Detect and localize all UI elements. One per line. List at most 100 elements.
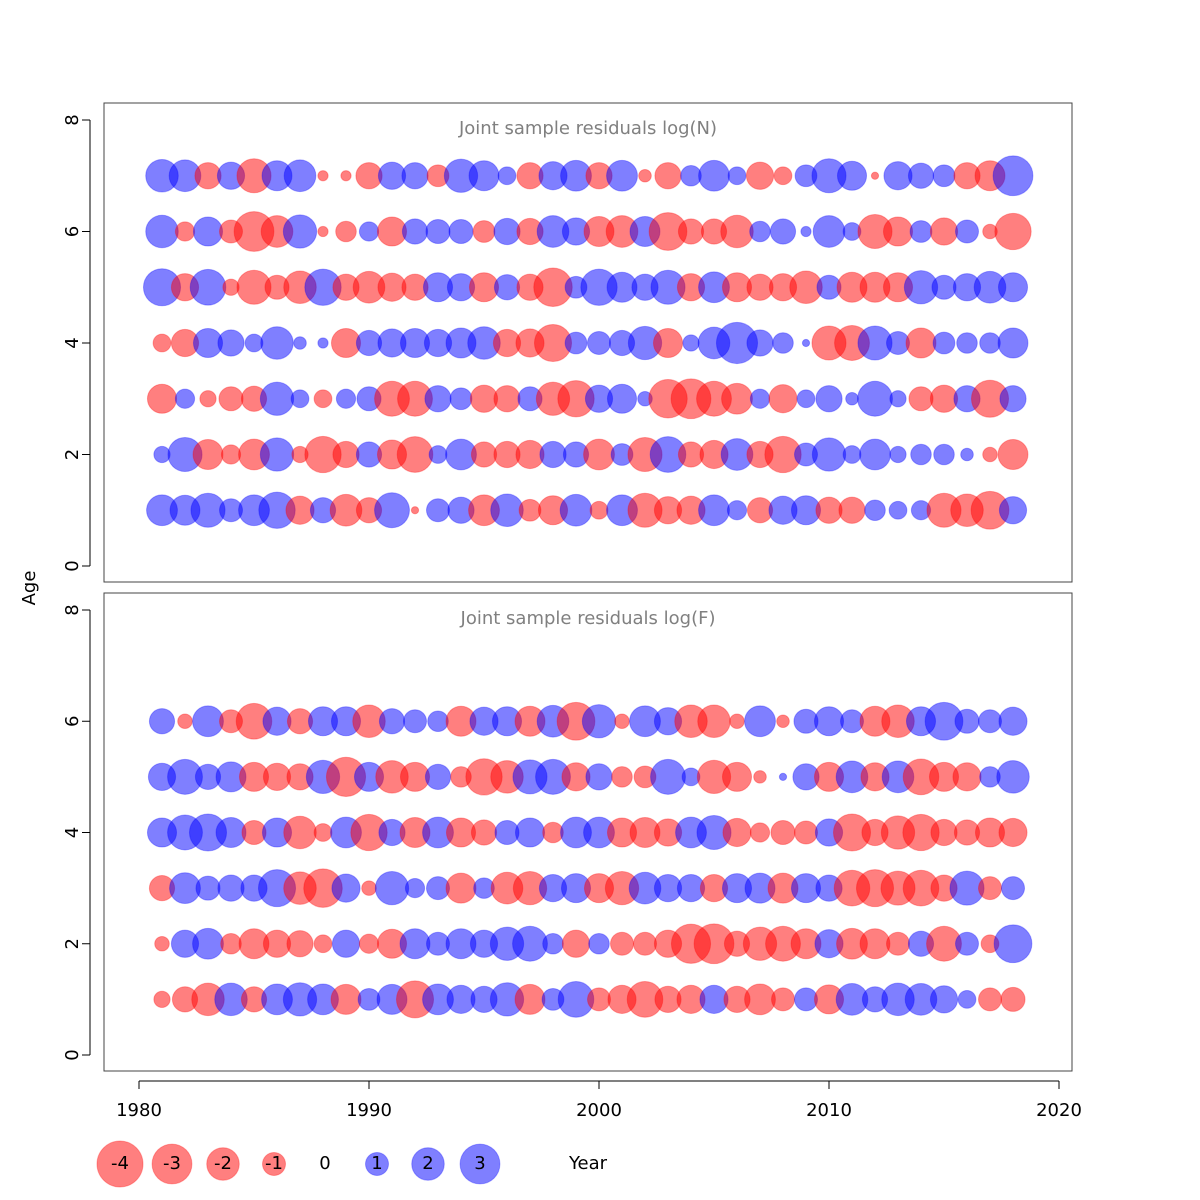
residual-bubble <box>587 331 611 355</box>
residual-bubble <box>889 445 907 464</box>
residual-bubble <box>957 989 977 1009</box>
residual-bubble <box>677 218 705 245</box>
residual-bubble <box>772 332 794 354</box>
residual-bubble <box>697 704 731 739</box>
residual-bubble <box>746 329 774 357</box>
residual-bubble <box>358 221 380 242</box>
residual-bubble <box>812 215 846 248</box>
residual-bubble <box>581 704 617 739</box>
residual-bubble <box>493 274 521 301</box>
residual-bubble <box>283 159 317 193</box>
residual-bubble <box>335 388 357 409</box>
legend-label: 0 <box>319 1153 330 1174</box>
residual-bubble <box>317 337 329 349</box>
residual-bubble <box>729 713 745 730</box>
residual-bubble <box>404 878 426 899</box>
residual-bubble <box>952 762 982 792</box>
residual-bubble <box>954 708 980 734</box>
residual-bubble <box>358 933 380 954</box>
residual-bubble <box>883 161 913 191</box>
residual-bubble <box>561 929 591 958</box>
residual-bubble <box>749 822 771 843</box>
residual-bubble <box>682 334 700 352</box>
residual-bubble <box>472 220 496 243</box>
residual-bubble <box>845 391 859 406</box>
y-axis-label: Age <box>19 571 40 606</box>
legend-label: 1 <box>371 1153 382 1174</box>
residual-bubble <box>424 763 452 790</box>
legend-label: -4 <box>111 1153 129 1174</box>
residual-bubble <box>192 927 224 960</box>
residual-bubble <box>993 924 1033 964</box>
residual-bubble <box>796 389 816 409</box>
residual-bubble <box>998 817 1028 848</box>
residual-bubble <box>888 500 908 520</box>
residual-bubble <box>374 492 410 529</box>
residual-bubble <box>929 217 959 246</box>
residual-bubble <box>611 766 633 788</box>
residual-bubble <box>293 336 307 350</box>
residual-bubble <box>930 818 958 847</box>
residual-bubble <box>998 496 1028 525</box>
residual-bubble <box>218 386 244 412</box>
residual-bubble <box>955 219 979 244</box>
residual-bubble <box>244 333 264 353</box>
residual-bubble <box>721 382 753 415</box>
residual-bubble <box>886 931 910 956</box>
residual-bubble <box>340 170 352 182</box>
y-tick-label: 2 <box>62 938 83 949</box>
residual-bubble <box>698 159 730 192</box>
panel-title: Joint sample residuals log(N) <box>458 118 717 139</box>
residual-bubble <box>978 876 1002 901</box>
panel-title: Joint sample residuals log(F) <box>460 608 716 629</box>
residual-bubble <box>290 389 310 409</box>
residual-bubble <box>559 493 593 527</box>
y-tick-label: 8 <box>62 604 83 615</box>
residual-bubble <box>745 161 775 190</box>
y-tick-label: 8 <box>62 114 83 125</box>
legend-bubble <box>459 1143 501 1185</box>
residual-bubble <box>606 383 638 414</box>
residual-bubble <box>638 168 652 183</box>
residual-bubble <box>217 874 245 902</box>
legend-label: 2 <box>422 1153 433 1174</box>
residual-bubble <box>768 384 798 414</box>
residual-bubble <box>493 385 521 413</box>
residual-bubble <box>859 928 891 960</box>
residual-bubble <box>771 987 795 1012</box>
residual-bubble <box>749 388 771 409</box>
residual-bubble <box>749 220 771 243</box>
residual-bubble <box>585 763 613 791</box>
residual-bubble <box>564 331 588 355</box>
residual-bubble <box>587 987 611 1012</box>
x-tick-label: 1980 <box>116 1100 162 1121</box>
x-tick-label: 1990 <box>346 1100 392 1121</box>
residual-bubble <box>174 221 196 242</box>
residual-bubble <box>378 708 406 735</box>
legend-bubble <box>411 1147 445 1181</box>
residual-bubble <box>633 931 657 956</box>
residual-bubble <box>773 166 793 186</box>
residual-bubble <box>192 439 224 470</box>
residual-bubble <box>427 710 449 733</box>
residual-bubble <box>199 390 217 408</box>
residual-bubble <box>470 819 498 846</box>
residual-bubble <box>317 225 329 238</box>
residual-bubble <box>259 381 295 416</box>
residual-bubble <box>999 385 1027 413</box>
residual-bubble <box>652 327 684 359</box>
residual-bubble <box>882 216 914 247</box>
residual-bubble <box>650 758 686 795</box>
residual-bubble <box>589 500 609 520</box>
residual-bubble <box>468 160 500 192</box>
x-axis-label: Year <box>568 1153 608 1174</box>
residual-bubble <box>262 706 292 736</box>
residual-bubble <box>933 443 955 466</box>
residual-bubble <box>146 383 178 414</box>
residual-bubble <box>813 706 845 737</box>
residual-bubble <box>610 931 634 956</box>
residual-bubble <box>259 437 295 472</box>
residual-bubble <box>331 929 361 958</box>
residual-bubble <box>778 772 788 782</box>
y-tick-label: 0 <box>62 560 83 571</box>
